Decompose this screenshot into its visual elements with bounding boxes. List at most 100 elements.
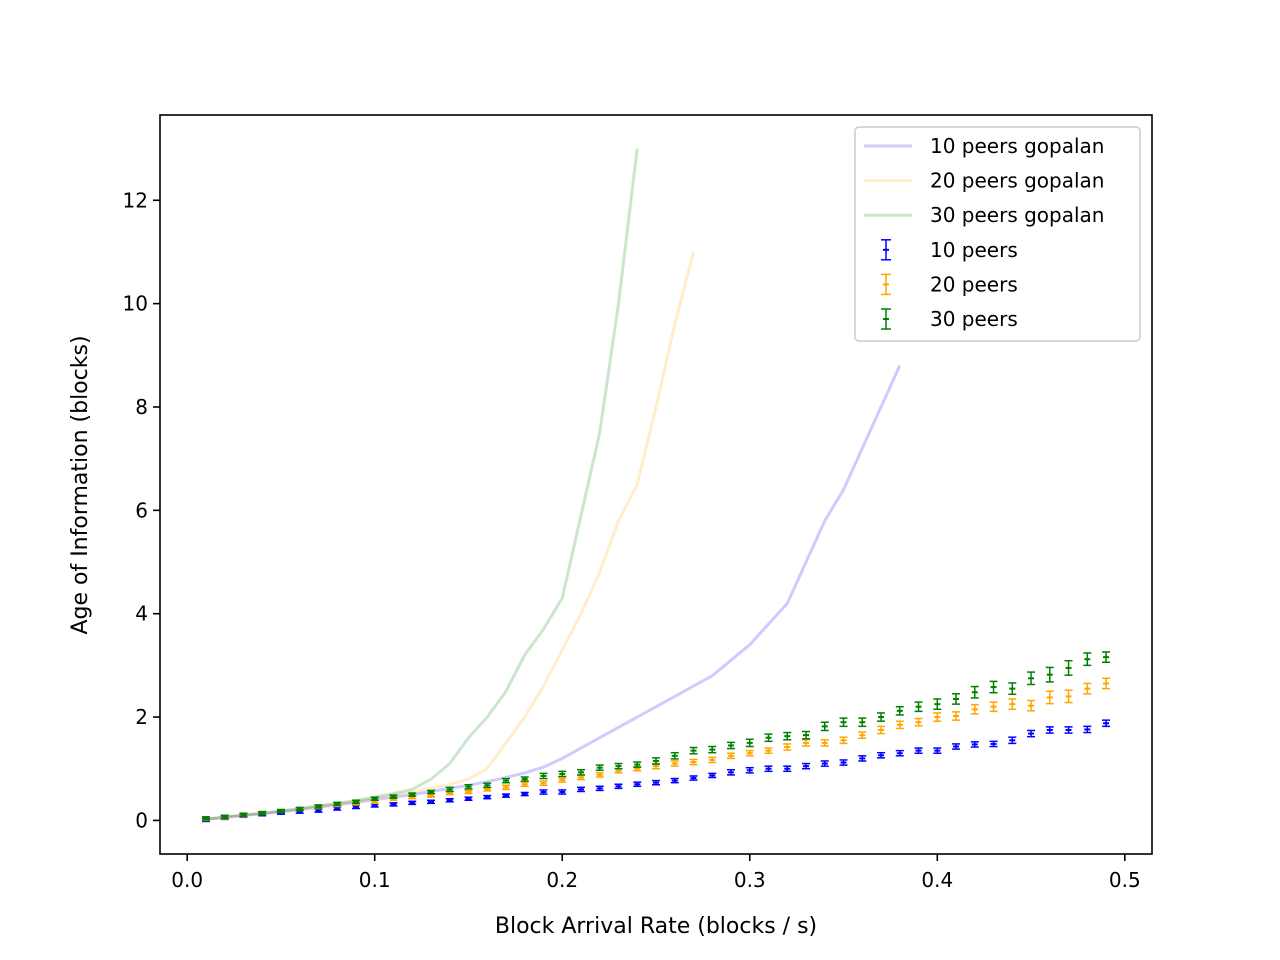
error-bar-point [820, 739, 829, 747]
error-bar-point [802, 762, 811, 770]
x-axis-label: Block Arrival Rate (blocks / s) [495, 914, 817, 939]
error-bar-point [501, 793, 510, 798]
error-bar-point [576, 786, 585, 793]
error-bar-point [877, 751, 886, 759]
error-bar-point [1102, 651, 1111, 664]
error-bar-point [652, 779, 660, 786]
legend-errorbar-swatch [881, 239, 891, 261]
x-tick-label: 0.0 [171, 868, 203, 892]
series-line-20-peers-gopalan [205, 251, 695, 821]
error-bar-point [201, 816, 210, 821]
error-bar-point [989, 740, 998, 748]
error-bar-point [708, 772, 717, 779]
error-bar-point [445, 797, 454, 803]
error-bar-point [1027, 671, 1036, 686]
y-tick-label: 8 [135, 395, 148, 419]
error-bar-point [820, 721, 829, 732]
plot-marks [201, 148, 1111, 823]
legend-label: 10 peers gopalan [930, 134, 1104, 158]
error-bar-point [745, 738, 754, 748]
error-bar-point [689, 758, 698, 766]
legend-entry-20-peers: 20 peers [881, 272, 1018, 296]
x-tick-label: 0.2 [546, 868, 578, 892]
error-bar-point [952, 693, 961, 705]
error-bar-point [708, 756, 717, 764]
error-bar-point [483, 787, 492, 792]
error-bar-point [220, 814, 229, 820]
error-bar-point [333, 806, 342, 811]
error-bar-point [389, 794, 398, 799]
legend-frame [854, 126, 1141, 342]
legend-entry-10-peers: 10 peers [881, 238, 1018, 262]
error-bar-point [558, 777, 567, 783]
error-bar-point [727, 769, 736, 776]
error-bar-point [333, 801, 342, 807]
error-bar-point [1008, 736, 1017, 745]
legend-label: 20 peers [930, 272, 1018, 296]
error-bar-point [408, 800, 417, 806]
error-bar-point [933, 712, 942, 722]
error-bar-point [727, 752, 736, 760]
error-bar-point [520, 791, 529, 797]
error-bar-point [576, 774, 585, 781]
error-bar-point [727, 741, 736, 750]
error-bar-point [539, 780, 548, 787]
error-bar-point [1064, 689, 1073, 704]
error-bar-point [1064, 659, 1073, 676]
error-bar-point [670, 760, 679, 767]
error-bar-point [426, 789, 435, 795]
error-bar-point [1045, 666, 1054, 683]
y-axis-ticks: 0 2 4 6 8 10 12 [123, 188, 160, 832]
error-bar-point [764, 747, 773, 754]
error-bar-point [483, 782, 492, 789]
error-bar-point [426, 799, 435, 805]
error-bar-point [558, 789, 567, 795]
error-bar-point [1027, 699, 1036, 712]
error-bar-point [895, 749, 904, 757]
error-bar-point [858, 731, 867, 739]
error-bar-point [501, 784, 510, 791]
error-bar-point [989, 680, 998, 694]
error-bar-point [539, 772, 548, 780]
series-30-peers [201, 651, 1111, 821]
legend-entries: 10 peers gopalan 20 peers gopalan 30 peers… [864, 134, 1104, 331]
error-bar-point [370, 803, 379, 808]
error-bar-point [445, 786, 454, 793]
error-bar-point [689, 746, 698, 755]
error-bar-point [952, 743, 961, 750]
error-bar-point [595, 772, 604, 778]
error-bar-point [314, 808, 323, 813]
error-bar-point [783, 765, 792, 773]
x-tick-label: 0.4 [921, 868, 953, 892]
error-bar-point [464, 789, 473, 795]
error-bar-point [914, 717, 923, 727]
error-bar-point [783, 743, 792, 751]
x-tick-label: 0.5 [1109, 868, 1141, 892]
error-bar-point [652, 757, 660, 765]
error-bar-point [1045, 726, 1054, 734]
x-axis-ticks: 0.0 0.1 0.2 0.3 0.4 0.5 [171, 854, 1141, 892]
error-bar-point [595, 764, 604, 772]
error-bar-point [858, 717, 867, 728]
error-bar-point [970, 741, 979, 748]
error-bar-point [633, 781, 642, 788]
error-bar-point [764, 733, 773, 743]
error-bar-point [877, 725, 886, 735]
y-tick-label: 4 [135, 602, 148, 626]
error-bar-point [877, 712, 886, 722]
error-bar-point [576, 769, 585, 776]
legend: 10 peers gopalan 20 peers gopalan 30 peers… [854, 126, 1141, 342]
series-line-10-peers-gopalan [205, 364, 902, 821]
error-bar-point [745, 766, 754, 774]
error-bar-point [895, 705, 904, 716]
error-bar-point [351, 799, 360, 805]
error-bar-point [764, 765, 773, 773]
error-bar-point [595, 785, 604, 792]
error-bar-point [1027, 729, 1036, 738]
error-bar-point [1102, 677, 1111, 690]
error-bar-point [1008, 698, 1017, 711]
error-bar-point [914, 701, 923, 713]
error-bar-point [464, 784, 473, 790]
legend-label: 30 peers [930, 307, 1018, 331]
